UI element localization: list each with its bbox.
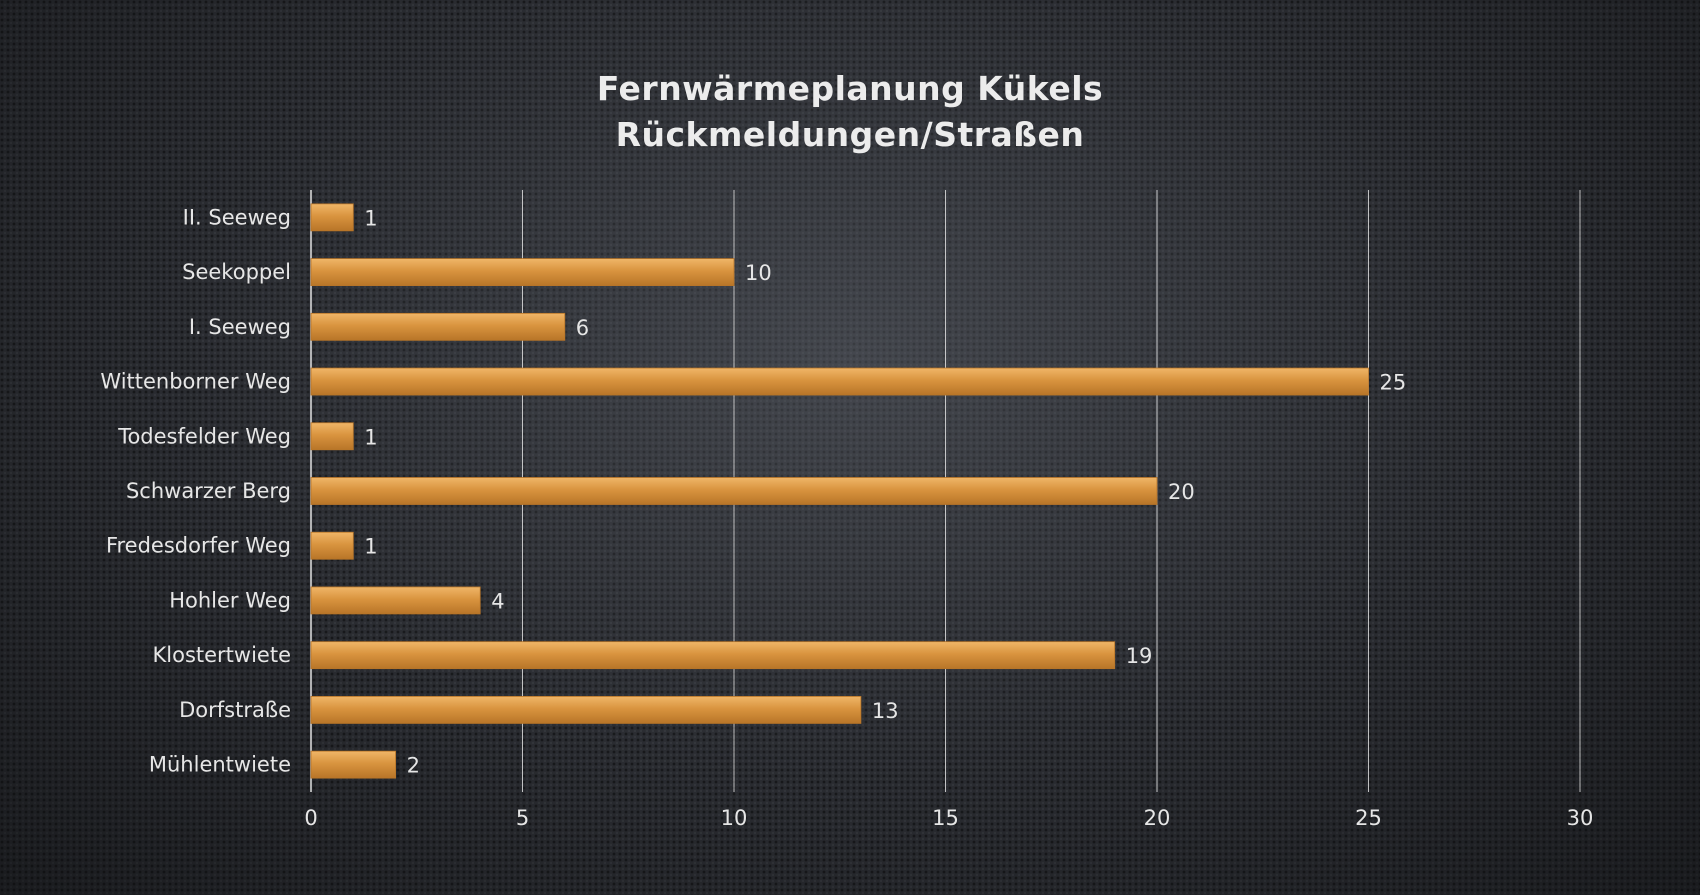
category-label: Schwarzer Berg	[126, 479, 291, 503]
x-tick-label: 10	[721, 806, 748, 830]
category-label: Mühlentwiete	[149, 753, 291, 777]
data-label: 13	[872, 699, 899, 723]
x-tick-label: 25	[1355, 806, 1382, 830]
bars	[310, 203, 1369, 779]
data-label: 19	[1126, 644, 1153, 668]
bar	[310, 586, 481, 615]
category-label: Dorfstraße	[179, 698, 291, 722]
x-tick-label: 30	[1567, 806, 1594, 830]
bar	[310, 312, 566, 341]
data-label: 1	[364, 535, 377, 559]
category-label: Fredesdorfer Weg	[106, 534, 291, 558]
bar	[310, 750, 396, 779]
data-label: 20	[1168, 480, 1195, 504]
bar	[310, 696, 862, 724]
bar	[310, 422, 354, 451]
category-label: Hohler Weg	[169, 588, 291, 612]
bar	[310, 641, 1116, 670]
bar	[310, 367, 1369, 396]
x-tick-label: 15	[932, 806, 959, 830]
bar	[310, 203, 354, 232]
category-label: Seekoppel	[182, 260, 291, 284]
data-label: 1	[364, 206, 377, 230]
x-tick-label: 0	[304, 806, 317, 830]
data-label: 2	[407, 754, 420, 778]
category-label: I. Seeweg	[189, 315, 291, 339]
x-tick-label: 20	[1144, 806, 1171, 830]
labels: 0 5 10 15 20 25 30 II. Seeweg 1 Seekoppel 10 I. See…	[100, 205, 1593, 830]
bar	[310, 531, 354, 560]
category-label: II. Seeweg	[183, 205, 291, 229]
category-label: Todesfelder Weg	[117, 424, 291, 448]
data-label: 1	[364, 425, 377, 449]
chart-title: Fernwärmeplanung Kükels Rückmeldungen/St…	[0, 66, 1700, 158]
data-label: 6	[576, 316, 589, 340]
category-label: Wittenborner Weg	[100, 370, 291, 394]
category-label: Klostertwiete	[153, 643, 292, 667]
data-label: 4	[491, 589, 504, 613]
data-label: 10	[745, 261, 772, 285]
x-tick-label: 5	[516, 806, 529, 830]
chart-title-line-1: Fernwärmeplanung Kükels	[596, 69, 1104, 108]
bar	[310, 477, 1158, 505]
bar	[310, 258, 735, 286]
chart-title-line-2: Rückmeldungen/Straßen	[615, 115, 1085, 154]
data-label: 25	[1380, 371, 1407, 395]
